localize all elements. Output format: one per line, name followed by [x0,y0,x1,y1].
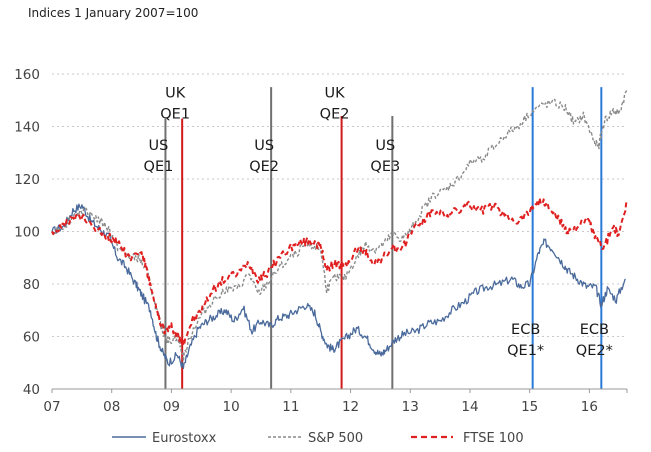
legend-label: FTSE 100 [463,431,524,446]
x-tick-label: 08 [103,399,120,415]
y-tick-label: 100 [14,225,40,241]
series-line-ftse-100 [51,197,628,347]
qe-label: QE2* [576,343,613,359]
qe-label: QE3 [370,159,400,175]
x-tick-label: 07 [43,399,60,415]
x-tick-label: 14 [461,399,478,415]
qe-label: QE1 [144,159,174,175]
y-tick-label: 160 [14,67,40,83]
chart-subtitle: Indices 1 January 2007=100 [28,6,198,20]
y-tick-label: 80 [23,277,40,293]
qe-label: ECB [511,322,540,338]
axes: 40 60 80 100 120 140 160 07 08 09 10 11 12 13 14 15 16 [14,67,628,415]
qe-label: QE1* [507,343,544,359]
series-line-s-p-500 [51,89,628,362]
gridlines [52,73,627,337]
qe-label: QE2 [249,159,279,175]
x-tick-label: 16 [581,399,598,415]
y-tick-label: 40 [23,382,40,398]
annotations: US QE1 UK QE1 US QE2 UK QE2 US QE3 ECB QE1* ECB QE2* [144,86,613,359]
series-line-eurostoxx [51,203,626,370]
y-tick-label: 120 [14,172,40,188]
qe-label: UK [325,86,346,102]
qe-label: US [375,138,395,154]
legend: Eurostoxx S&P 500 FTSE 100 [112,431,524,446]
qe-label: ECB [580,322,609,338]
legend-label: Eurostoxx [152,431,217,446]
qe-label: QE1 [160,107,190,123]
x-tick-label: 15 [521,399,538,415]
y-tick-label: 140 [14,120,40,136]
qe-label: QE2 [320,107,350,123]
x-tick-label: 09 [163,399,180,415]
qe-label: US [149,138,169,154]
qe-event-lines [164,87,603,389]
y-tick-label: 60 [23,330,40,346]
qe-label: UK [165,86,186,102]
legend-label: S&P 500 [308,431,363,446]
x-tick-label: 11 [282,399,299,415]
x-tick-label: 10 [223,399,240,415]
qe-label: US [254,138,274,154]
data-series [51,89,628,370]
x-tick-label: 12 [342,399,359,415]
x-tick-label: 13 [402,399,419,415]
